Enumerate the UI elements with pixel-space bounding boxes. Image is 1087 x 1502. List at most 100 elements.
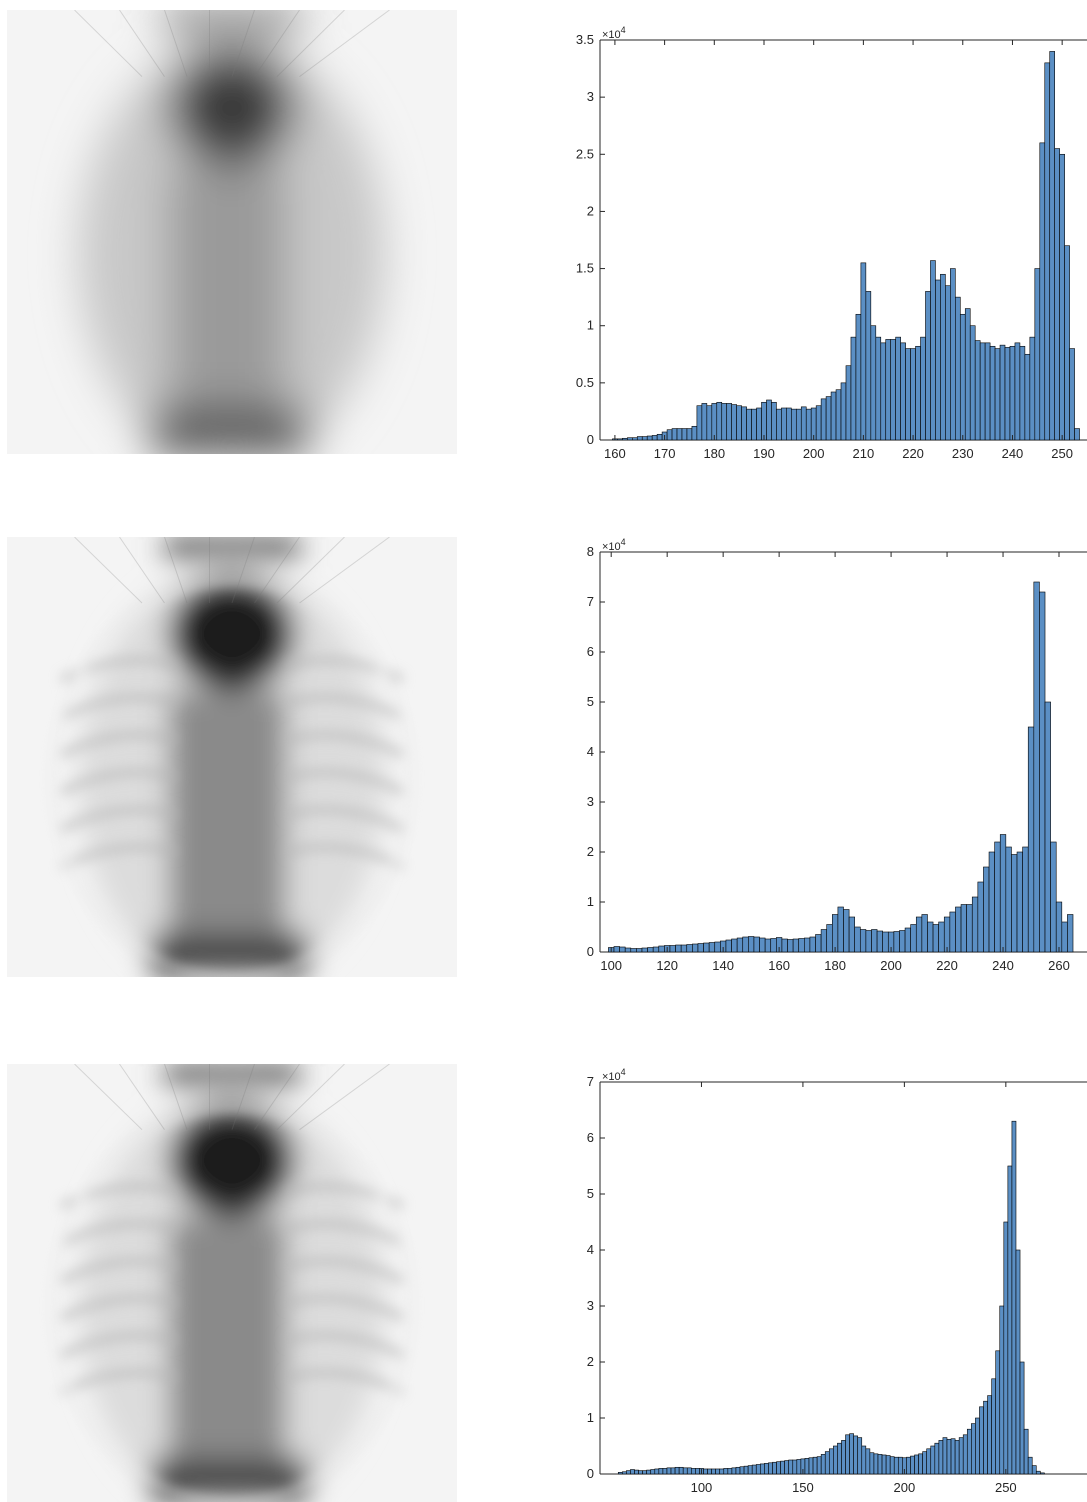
- histogram-bar: [632, 437, 638, 441]
- histogram-bar: [727, 1468, 733, 1475]
- histogram-bar: [746, 408, 752, 441]
- y-tick-label: 4: [587, 1242, 594, 1257]
- histogram-bar: [741, 406, 747, 441]
- histogram-bar: [987, 1395, 992, 1475]
- histogram-bar: [999, 344, 1006, 441]
- histogram-bar: [701, 403, 708, 441]
- histogram-bar: [781, 938, 788, 953]
- histogram-bar: [904, 927, 911, 953]
- y-tick-label: 2: [587, 844, 594, 859]
- histogram-bar: [816, 1456, 822, 1475]
- y-exponent-label: ×104: [602, 537, 626, 553]
- histogram-bar: [994, 348, 1001, 441]
- histogram-bar: [1049, 51, 1055, 441]
- histogram-bar: [875, 336, 882, 441]
- histogram-bar: [711, 403, 718, 441]
- histogram-bar: [735, 1466, 741, 1475]
- histogram-bar: [969, 325, 976, 441]
- y-tick-label: 1: [587, 1410, 594, 1425]
- histogram-bar: [678, 1466, 684, 1475]
- y-tick-label: 7: [587, 594, 594, 609]
- histogram-bar: [686, 428, 693, 441]
- histogram-bar: [915, 345, 921, 441]
- histogram-bar: [950, 1438, 956, 1475]
- histogram-bar: [636, 948, 643, 953]
- histogram-bar: [1011, 1120, 1017, 1475]
- histogram-bar: [1033, 581, 1040, 953]
- histogram-bar: [930, 260, 936, 441]
- histogram-bar: [800, 406, 807, 441]
- histogram-bar: [617, 438, 623, 441]
- histogram-bar: [626, 1470, 631, 1475]
- histogram-bar: [910, 348, 916, 441]
- histogram-bar: [921, 914, 928, 953]
- histogram-bar: [925, 291, 931, 441]
- histogram-bar: [786, 407, 792, 441]
- histogram-bar: [719, 1468, 725, 1475]
- histogram-bar: [930, 1445, 936, 1475]
- x-tick-label: 160: [768, 958, 790, 973]
- histogram-bar: [696, 405, 703, 441]
- histogram-bar: [1034, 268, 1041, 441]
- histogram-bar: [991, 1378, 996, 1475]
- histogram-bar: [706, 405, 713, 441]
- histogram-bar: [753, 936, 760, 953]
- histogram-bar: [792, 1459, 798, 1475]
- histogram-bar: [656, 433, 663, 441]
- histogram-bar: [914, 1454, 919, 1475]
- histogram-bar: [1029, 336, 1036, 441]
- histogram-bar: [871, 929, 878, 953]
- x-tick-label: 220: [936, 958, 958, 973]
- x-tick-label: 230: [952, 446, 974, 461]
- histogram-bar: [841, 1440, 846, 1475]
- histogram-bar: [703, 1468, 708, 1475]
- histogram-bar: [755, 1464, 761, 1475]
- histogram-bar: [945, 285, 951, 441]
- histogram-bar: [634, 1469, 639, 1475]
- histogram-bar: [638, 1470, 643, 1475]
- histogram-bar: [760, 1463, 765, 1475]
- xray-image-1-svg: [7, 10, 457, 454]
- x-tick-label: 200: [894, 1480, 916, 1495]
- histogram-bar: [804, 937, 811, 953]
- histogram-bar: [918, 1453, 923, 1475]
- histogram-2: 0 1 2 3 4 5 6 7 8 100 120 140 160 180 200 220 240 260 ×104: [555, 537, 1087, 980]
- histogram-bar: [955, 296, 961, 441]
- histogram-bar: [1014, 342, 1021, 441]
- x-tick-label: 240: [1002, 446, 1024, 461]
- histogram-bar: [971, 1423, 976, 1475]
- xray-image-1: [7, 10, 457, 454]
- histogram-bar: [853, 1435, 859, 1475]
- histogram-bar: [833, 1445, 838, 1475]
- histogram-bar: [1039, 142, 1046, 441]
- histogram-bar: [1061, 921, 1068, 953]
- histogram-bar: [731, 938, 738, 953]
- histogram-bar: [900, 342, 906, 441]
- histogram-bar: [613, 946, 620, 953]
- xray-streaks: [74, 10, 390, 78]
- histogram-bar: [666, 429, 673, 441]
- histogram-3-svg: 0 1 2 3 4 5 6 7 100 150 200 250 ×104: [587, 1067, 1087, 1495]
- bars: [612, 51, 1080, 441]
- histogram-bar: [759, 937, 766, 953]
- histogram-bar: [642, 1470, 647, 1475]
- y-tick-label: 4: [587, 744, 594, 759]
- histogram-bar: [999, 1305, 1005, 1475]
- histogram-bar: [1074, 428, 1080, 441]
- histogram-bar: [835, 389, 842, 441]
- histogram-bar: [770, 938, 777, 953]
- y-tick-label: 1: [587, 894, 594, 909]
- histogram-bar: [826, 924, 833, 953]
- histogram-bar: [832, 914, 839, 953]
- bars: [617, 1120, 1045, 1475]
- histogram-bar: [1015, 1249, 1021, 1475]
- histogram-bar: [899, 930, 906, 953]
- histogram-bar: [1064, 245, 1070, 441]
- histogram-bar: [651, 435, 658, 441]
- histogram-bar: [1019, 345, 1026, 441]
- histogram-bar: [938, 1440, 944, 1475]
- histogram-bar: [756, 407, 762, 441]
- histogram-bar: [854, 926, 861, 953]
- histogram-bar: [682, 1467, 688, 1475]
- histogram-bar: [915, 916, 923, 953]
